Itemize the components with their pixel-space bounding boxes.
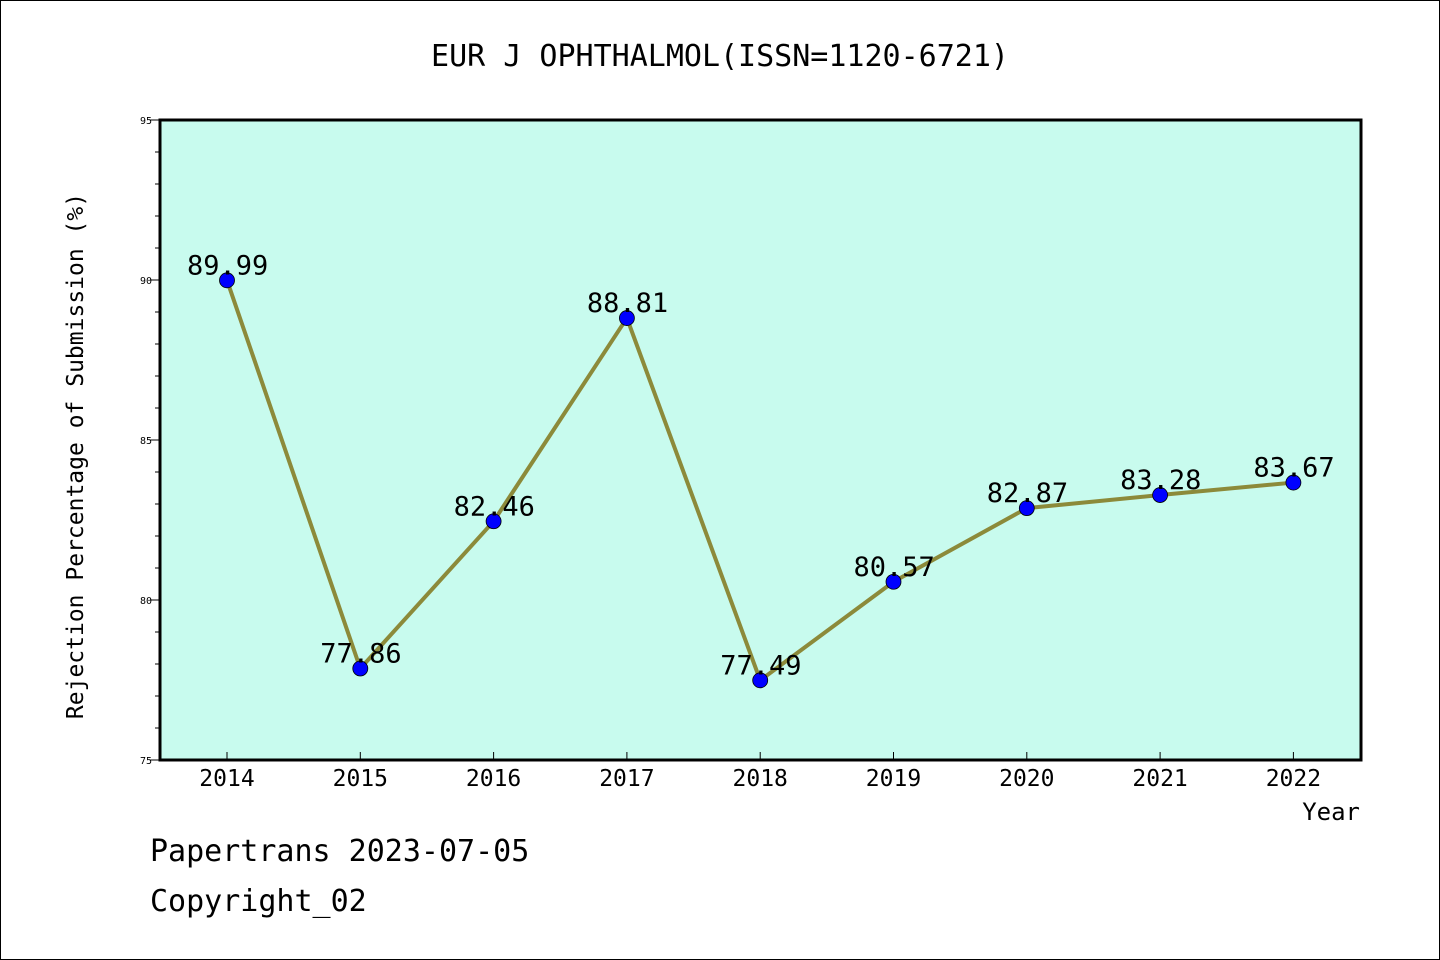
x-tick-label: 2018 bbox=[733, 766, 788, 792]
data-label: 83.28 bbox=[1120, 465, 1201, 496]
data-label: 77.49 bbox=[720, 650, 801, 681]
footer-date: Papertrans 2023-07-05 bbox=[150, 834, 530, 869]
data-point-marker bbox=[752, 672, 769, 689]
x-tick-label: 2016 bbox=[466, 766, 521, 792]
data-label: 83.67 bbox=[1253, 453, 1334, 484]
data-labels-group: 89.99 77.86 82.46 88.81 77.49 80.57 82.87 83.28… bbox=[187, 250, 1335, 681]
axis-ticks: 75 80 85 90 95 2014 2015 2016 2017 2018 2019 2020 20… bbox=[140, 116, 1321, 792]
y-axis-label: Rejection Percentage of Submission (%) bbox=[63, 193, 89, 719]
data-label: 89.99 bbox=[187, 250, 268, 281]
plot-area bbox=[158, 118, 1363, 762]
data-label: 80.57 bbox=[854, 552, 935, 583]
y-tick-label: 75 bbox=[140, 756, 152, 767]
data-label: 77.86 bbox=[320, 638, 401, 669]
x-tick-label: 2020 bbox=[999, 766, 1054, 792]
x-tick-label: 2019 bbox=[866, 766, 921, 792]
x-tick-label: 2022 bbox=[1266, 766, 1321, 792]
y-tick-label: 80 bbox=[140, 596, 152, 607]
x-tick-label: 2017 bbox=[599, 766, 654, 792]
data-point-marker bbox=[352, 660, 369, 677]
x-tick-label: 2014 bbox=[199, 766, 254, 792]
data-label: 82.46 bbox=[454, 491, 535, 522]
data-label: 88.81 bbox=[587, 288, 668, 319]
y-tick-label: 95 bbox=[140, 116, 152, 127]
data-point-marker bbox=[619, 310, 635, 326]
data-point-marker bbox=[485, 513, 502, 530]
x-axis-label: Year bbox=[1302, 798, 1360, 826]
x-tick-label: 2015 bbox=[333, 766, 388, 792]
chart-title: EUR J OPHTHALMOL(ISSN=1120-6721) bbox=[431, 39, 1009, 74]
y-tick-label: 85 bbox=[140, 436, 152, 447]
markers-group bbox=[219, 272, 1302, 689]
data-point-marker bbox=[1018, 500, 1035, 517]
footer-copyright: Copyright_02 bbox=[150, 884, 367, 919]
y-tick-label: 90 bbox=[140, 276, 152, 287]
data-label: 82.87 bbox=[987, 478, 1068, 509]
data-point-marker bbox=[885, 573, 902, 590]
data-point-marker bbox=[1152, 487, 1168, 503]
data-point-marker bbox=[219, 272, 235, 289]
x-tick-label: 2021 bbox=[1132, 766, 1187, 792]
data-point-marker bbox=[1285, 474, 1302, 491]
